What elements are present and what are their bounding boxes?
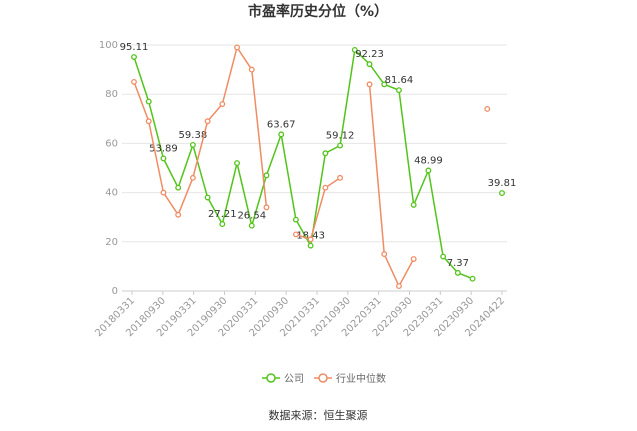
data-point[interactable] [425, 167, 432, 174]
data-label: 95.11 [120, 42, 149, 53]
data-point[interactable] [454, 269, 461, 276]
legend-marker [266, 373, 276, 383]
data-point[interactable] [469, 275, 476, 282]
data-point[interactable] [322, 150, 329, 157]
data-point[interactable] [381, 81, 388, 88]
data-point[interactable] [381, 251, 388, 258]
data-point[interactable] [219, 101, 226, 107]
data-point[interactable] [307, 242, 314, 249]
data-point[interactable] [263, 204, 270, 211]
data-point[interactable] [337, 174, 344, 181]
data-point[interactable] [145, 98, 152, 105]
data-point[interactable] [292, 231, 299, 238]
grid [122, 44, 507, 292]
data-point[interactable] [410, 201, 417, 208]
data-point[interactable] [219, 221, 226, 228]
data-point[interactable] [234, 160, 240, 167]
data-point[interactable] [484, 106, 491, 112]
data-label: 7.37 [447, 258, 469, 269]
data-label: 63.67 [267, 119, 296, 130]
data-point[interactable] [396, 87, 402, 94]
y-tick-label: 20 [105, 237, 118, 248]
data-point[interactable] [131, 78, 137, 85]
data-label: 59.12 [326, 131, 355, 142]
legend-item-0[interactable]: 公司 [262, 373, 304, 385]
data-point[interactable] [131, 54, 137, 60]
data-point[interactable] [204, 194, 211, 201]
data-label: 48.99 [414, 155, 443, 166]
data-point[interactable] [189, 174, 196, 181]
series-line [133, 45, 268, 217]
data-point[interactable] [234, 44, 240, 51]
data-point[interactable] [396, 283, 402, 290]
data-label: 92.23 [355, 49, 384, 60]
legend-label: 公司 [284, 374, 304, 385]
legend-marker [318, 373, 328, 383]
data-point[interactable] [263, 172, 270, 179]
source-note: 数据来源：恒生聚源 [269, 408, 368, 422]
data-point[interactable] [204, 118, 211, 125]
x-axis: 2018033120180930201903312019093020200331… [93, 290, 507, 339]
series-line [133, 48, 473, 280]
data-point[interactable] [351, 46, 358, 53]
y-axis: 0 20 40 60 80 100 [99, 40, 118, 297]
legend-label: 行业中位数 [336, 372, 386, 385]
y-tick-label: 60 [105, 138, 118, 149]
data-label: 18.43 [296, 231, 325, 242]
y-tick-label: 40 [105, 188, 118, 199]
series-line [295, 177, 341, 241]
data-point[interactable] [307, 236, 314, 243]
data-point[interactable] [410, 256, 417, 262]
chart-title: 市盈率历史分位（%） [248, 3, 388, 20]
data-point[interactable] [160, 155, 167, 162]
data-point[interactable] [322, 184, 329, 191]
data-label: 27.21 [208, 209, 237, 220]
y-tick-label: 80 [105, 89, 118, 100]
y-tick-label: 100 [99, 40, 118, 51]
data-label: 81.64 [385, 75, 414, 86]
y-tick-label: 0 [112, 286, 118, 297]
data-point[interactable] [499, 190, 505, 197]
data-point[interactable] [278, 131, 285, 138]
series-1 [131, 44, 491, 290]
data-point[interactable] [145, 118, 152, 125]
data-point[interactable] [366, 81, 373, 88]
data-point[interactable] [366, 61, 373, 68]
data-point[interactable] [337, 142, 344, 149]
data-point[interactable] [440, 253, 447, 260]
data-point[interactable] [175, 184, 182, 191]
data-point[interactable] [175, 211, 182, 218]
data-point[interactable] [160, 189, 167, 196]
data-label: 59.38 [179, 130, 208, 141]
data-point[interactable] [189, 141, 196, 148]
data-label: 26.54 [237, 211, 266, 222]
data-point[interactable] [248, 66, 255, 73]
data-point[interactable] [292, 216, 299, 223]
data-label: 53.89 [149, 143, 178, 154]
legend[interactable]: 公司 行业中位数 [262, 372, 386, 385]
data-point[interactable] [248, 222, 255, 229]
data-label: 39.81 [488, 178, 517, 189]
legend-item-1[interactable]: 行业中位数 [314, 372, 386, 385]
series-line [368, 84, 415, 288]
